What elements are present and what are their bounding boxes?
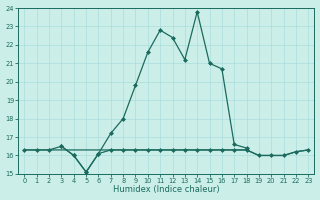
X-axis label: Humidex (Indice chaleur): Humidex (Indice chaleur) <box>113 185 220 194</box>
